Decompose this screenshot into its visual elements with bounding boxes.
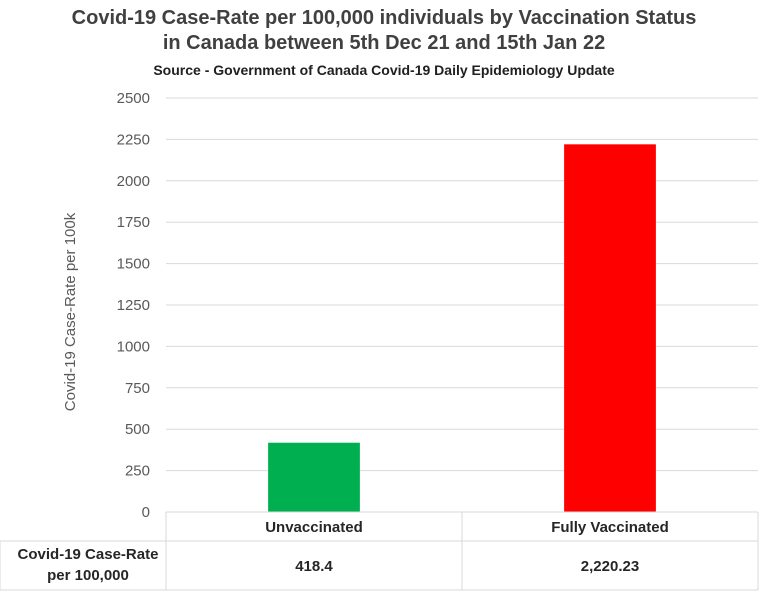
- y-tick-label: 1750: [117, 214, 150, 231]
- chart-title: Covid-19 Case-Rate per 100,000 individua…: [0, 6, 768, 56]
- bars: [268, 144, 656, 513]
- y-tick-label: 1250: [117, 297, 150, 314]
- category-label: Unvaccinated: [265, 519, 363, 536]
- chart-title-line-1: Covid-19 Case-Rate per 100,000 individua…: [71, 7, 697, 29]
- y-tick-label: 2250: [117, 131, 150, 148]
- y-tick-label: 750: [125, 380, 150, 397]
- data-table: Unvaccinated Fully Vaccinated Covid-19 Cas…: [0, 511, 759, 591]
- table-row-label-line-1: Covid-19 Case-Rate: [18, 546, 159, 563]
- y-axis-label: Covid-19 Case-Rate per 100k: [62, 212, 79, 411]
- table-value-cell: 2,220.23: [581, 558, 639, 575]
- y-tick-label: 1000: [117, 338, 150, 355]
- y-tick-label: 2500: [117, 90, 150, 107]
- y-tick-label: 0: [142, 504, 150, 521]
- gridlines: [166, 97, 758, 472]
- bar: [564, 144, 656, 513]
- chart-title-line-2: in Canada between 5th Dec 21 and 15th Ja…: [162, 32, 606, 54]
- y-axis-ticks: 0 250 500 750 1000 1250 1500 1750 2000 2250 2500: [117, 90, 150, 521]
- chart-subtitle: Source - Government of Canada Covid-19 D…: [153, 62, 615, 78]
- y-tick-label: 250: [125, 463, 150, 480]
- category-label: Fully Vaccinated: [551, 519, 669, 536]
- y-tick-label: 2000: [117, 173, 150, 190]
- bar: [268, 442, 360, 512]
- table-row-label-line-2: per 100,000: [47, 567, 129, 584]
- table-value-cell: 418.4: [295, 558, 333, 575]
- y-tick-label: 1500: [117, 256, 150, 273]
- y-tick-label: 500: [125, 421, 150, 438]
